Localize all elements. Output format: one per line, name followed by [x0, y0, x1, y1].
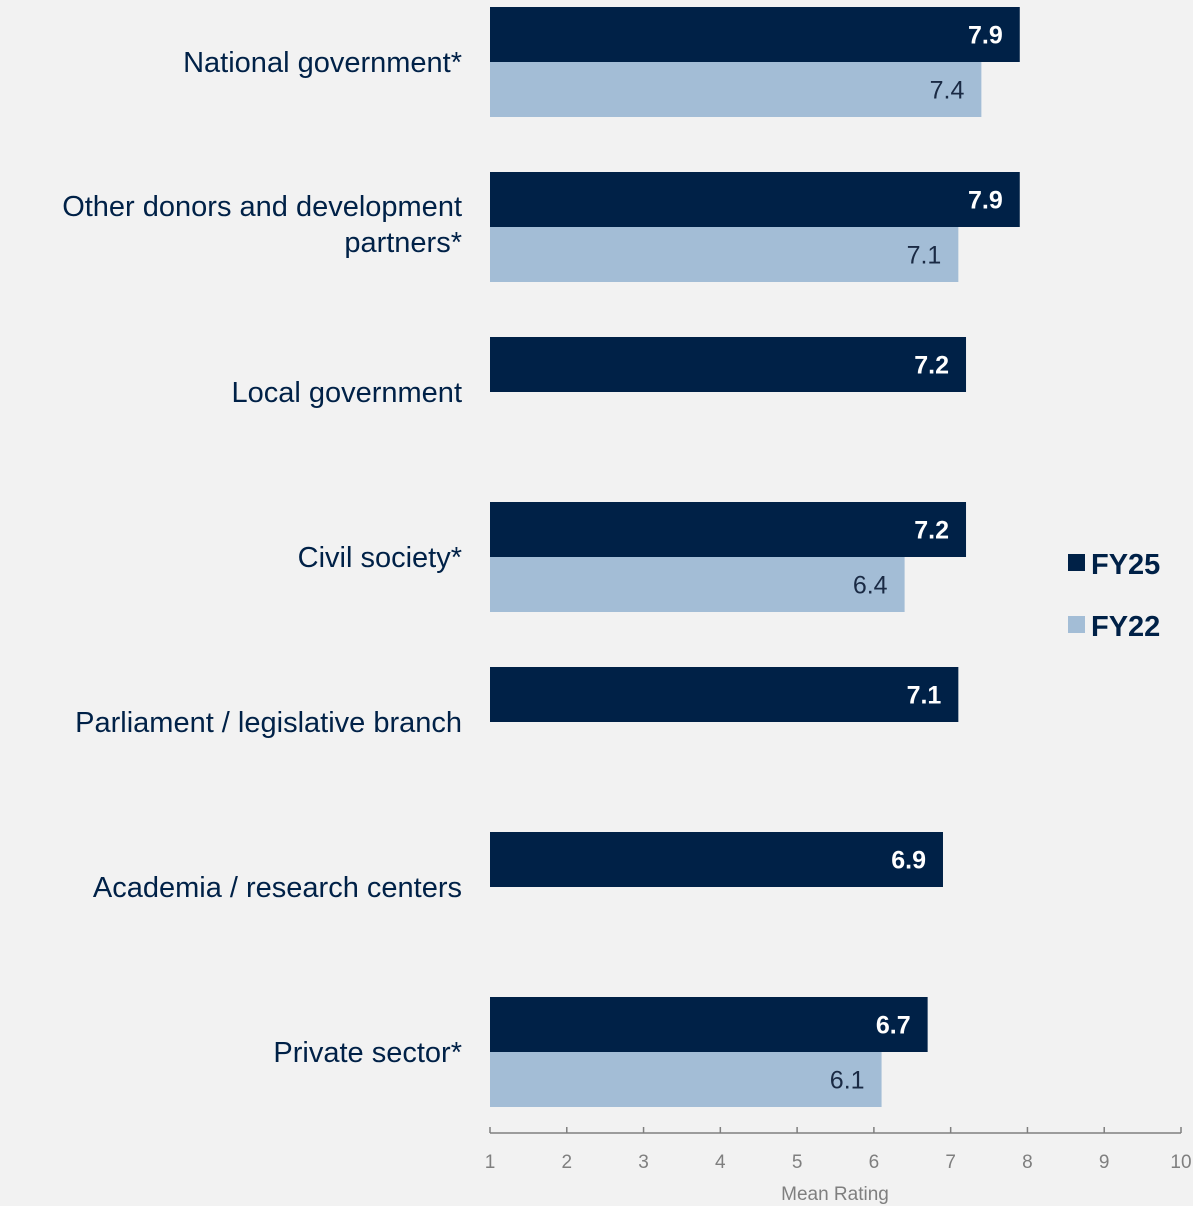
x-tick-label: 10: [1170, 1152, 1191, 1173]
bar-fy25: [490, 502, 967, 557]
bar-fy25: [490, 997, 928, 1052]
category-label-line: partners*: [344, 227, 462, 259]
value-label-fy25: 7.1: [907, 682, 942, 710]
x-tick-label: 5: [792, 1152, 803, 1173]
category-label: National government*: [183, 47, 462, 79]
bar-fy22: [490, 62, 982, 117]
bar-fy22: [490, 227, 959, 282]
category-label-line: National government*: [183, 47, 462, 79]
legend-swatch-fy25: [1068, 554, 1085, 571]
category-label: Private sector*: [273, 1037, 462, 1069]
category-label-line: Local government: [231, 377, 462, 409]
category-labels: National government* Other donors and dev…: [62, 47, 462, 1069]
category-label-line: Other donors and development: [62, 191, 462, 223]
x-tick-label: 4: [715, 1152, 726, 1173]
bars: 7.97.47.97.17.27.26.47.16.96.76.1: [490, 7, 1020, 1107]
bar-fy22: [490, 1052, 882, 1107]
value-label-fy22: 7.4: [930, 77, 965, 105]
x-tick-label: 9: [1099, 1152, 1110, 1173]
value-label-fy25: 6.9: [891, 847, 926, 875]
bar-fy22: [490, 557, 905, 612]
category-label-line: Academia / research centers: [93, 872, 462, 904]
value-label-fy25: 7.2: [914, 352, 949, 380]
x-tick-label: 3: [638, 1152, 649, 1173]
value-label-fy22: 6.4: [853, 572, 888, 600]
category-label: Local government: [231, 377, 462, 409]
category-label-line: Parliament / legislative branch: [75, 707, 462, 739]
value-label-fy25: 7.9: [968, 187, 1003, 215]
category-label: Academia / research centers: [93, 872, 462, 904]
category-label-line: Civil society*: [298, 542, 462, 574]
bar-fy25: [490, 667, 959, 722]
category-label: Other donors and development partners*: [62, 191, 462, 259]
legend-label-fy25: FY25: [1091, 549, 1160, 581]
value-label-fy25: 7.2: [914, 517, 949, 545]
x-tick-label: 7: [945, 1152, 956, 1173]
category-label: Civil society*: [298, 542, 462, 574]
x-tick-label: 2: [561, 1152, 572, 1173]
value-label-fy22: 6.1: [830, 1067, 865, 1095]
x-axis: 1 2 3 4 5 6 7 8 9 10: [485, 1127, 1192, 1173]
bar-fy25: [490, 172, 1020, 227]
value-label-fy25: 7.9: [968, 22, 1003, 50]
x-tick-label: 1: [485, 1152, 496, 1173]
x-tick-label: 8: [1022, 1152, 1033, 1173]
bar-fy25: [490, 832, 943, 887]
x-tick-label: 6: [869, 1152, 880, 1173]
value-label-fy22: 7.1: [907, 242, 942, 270]
legend: FY25 FY22: [1068, 549, 1160, 643]
bar-fy25: [490, 337, 967, 392]
category-label-line: Private sector*: [273, 1037, 462, 1069]
category-label: Parliament / legislative branch: [75, 707, 462, 739]
legend-swatch-fy22: [1068, 616, 1085, 633]
x-axis-title: Mean Rating: [781, 1184, 889, 1205]
bar-fy25: [490, 7, 1020, 62]
legend-label-fy22: FY22: [1091, 611, 1160, 643]
value-label-fy25: 6.7: [876, 1012, 911, 1040]
